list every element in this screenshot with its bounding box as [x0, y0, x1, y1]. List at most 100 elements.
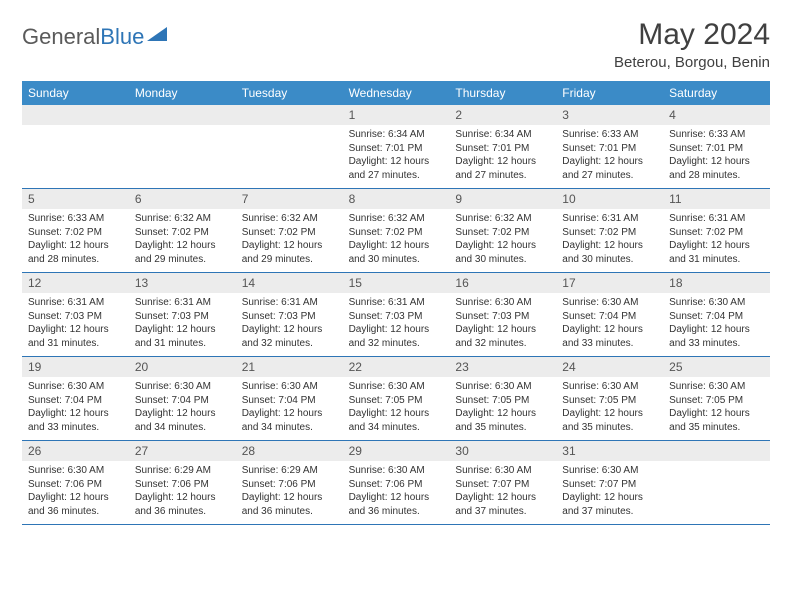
day-cell: 21Sunrise: 6:30 AMSunset: 7:04 PMDayligh…: [236, 357, 343, 440]
day-number: 26: [22, 441, 129, 461]
logo-text-gray: General: [22, 24, 100, 50]
day-cell: [129, 105, 236, 188]
day-body: Sunrise: 6:31 AMSunset: 7:03 PMDaylight:…: [129, 293, 236, 350]
day-number: 12: [22, 273, 129, 293]
day-number: 5: [22, 189, 129, 209]
day-cell: 22Sunrise: 6:30 AMSunset: 7:05 PMDayligh…: [343, 357, 450, 440]
day-body: Sunrise: 6:30 AMSunset: 7:06 PMDaylight:…: [343, 461, 450, 518]
day-cell: 20Sunrise: 6:30 AMSunset: 7:04 PMDayligh…: [129, 357, 236, 440]
day-body: Sunrise: 6:31 AMSunset: 7:02 PMDaylight:…: [663, 209, 770, 266]
day-cell: 12Sunrise: 6:31 AMSunset: 7:03 PMDayligh…: [22, 273, 129, 356]
location: Beterou, Borgou, Benin: [614, 54, 770, 71]
day-number: 14: [236, 273, 343, 293]
day-body: Sunrise: 6:33 AMSunset: 7:01 PMDaylight:…: [556, 125, 663, 182]
day-number: 8: [343, 189, 450, 209]
day-cell: 31Sunrise: 6:30 AMSunset: 7:07 PMDayligh…: [556, 441, 663, 524]
day-number: [22, 105, 129, 125]
day-number: 10: [556, 189, 663, 209]
weekday-label: Saturday: [663, 81, 770, 105]
day-cell: 3Sunrise: 6:33 AMSunset: 7:01 PMDaylight…: [556, 105, 663, 188]
day-number: 6: [129, 189, 236, 209]
day-body: Sunrise: 6:30 AMSunset: 7:04 PMDaylight:…: [129, 377, 236, 434]
day-body: Sunrise: 6:32 AMSunset: 7:02 PMDaylight:…: [129, 209, 236, 266]
day-cell: 2Sunrise: 6:34 AMSunset: 7:01 PMDaylight…: [449, 105, 556, 188]
day-number: 30: [449, 441, 556, 461]
day-body: Sunrise: 6:34 AMSunset: 7:01 PMDaylight:…: [449, 125, 556, 182]
title-block: May 2024 Beterou, Borgou, Benin: [614, 18, 770, 71]
day-body: Sunrise: 6:30 AMSunset: 7:04 PMDaylight:…: [236, 377, 343, 434]
day-body: Sunrise: 6:31 AMSunset: 7:03 PMDaylight:…: [343, 293, 450, 350]
day-cell: 14Sunrise: 6:31 AMSunset: 7:03 PMDayligh…: [236, 273, 343, 356]
day-number: [129, 105, 236, 125]
logo-triangle-icon: [146, 24, 168, 50]
day-cell: [663, 441, 770, 524]
weekday-label: Wednesday: [343, 81, 450, 105]
day-number: 16: [449, 273, 556, 293]
day-body: Sunrise: 6:33 AMSunset: 7:02 PMDaylight:…: [22, 209, 129, 266]
week-row: 19Sunrise: 6:30 AMSunset: 7:04 PMDayligh…: [22, 357, 770, 441]
day-cell: 1Sunrise: 6:34 AMSunset: 7:01 PMDaylight…: [343, 105, 450, 188]
day-number: 17: [556, 273, 663, 293]
weekday-label: Thursday: [449, 81, 556, 105]
day-body: Sunrise: 6:32 AMSunset: 7:02 PMDaylight:…: [236, 209, 343, 266]
calendar-page: GeneralBlue May 2024 Beterou, Borgou, Be…: [0, 0, 792, 535]
day-cell: 15Sunrise: 6:31 AMSunset: 7:03 PMDayligh…: [343, 273, 450, 356]
day-cell: 5Sunrise: 6:33 AMSunset: 7:02 PMDaylight…: [22, 189, 129, 272]
day-number: 19: [22, 357, 129, 377]
day-body: Sunrise: 6:32 AMSunset: 7:02 PMDaylight:…: [343, 209, 450, 266]
day-cell: 26Sunrise: 6:30 AMSunset: 7:06 PMDayligh…: [22, 441, 129, 524]
day-body: Sunrise: 6:29 AMSunset: 7:06 PMDaylight:…: [236, 461, 343, 518]
week-row: 5Sunrise: 6:33 AMSunset: 7:02 PMDaylight…: [22, 189, 770, 273]
header: GeneralBlue May 2024 Beterou, Borgou, Be…: [22, 18, 770, 71]
day-cell: 8Sunrise: 6:32 AMSunset: 7:02 PMDaylight…: [343, 189, 450, 272]
day-body: Sunrise: 6:29 AMSunset: 7:06 PMDaylight:…: [129, 461, 236, 518]
day-cell: 23Sunrise: 6:30 AMSunset: 7:05 PMDayligh…: [449, 357, 556, 440]
day-cell: 4Sunrise: 6:33 AMSunset: 7:01 PMDaylight…: [663, 105, 770, 188]
day-body: Sunrise: 6:31 AMSunset: 7:03 PMDaylight:…: [22, 293, 129, 350]
day-cell: 18Sunrise: 6:30 AMSunset: 7:04 PMDayligh…: [663, 273, 770, 356]
day-body: Sunrise: 6:30 AMSunset: 7:03 PMDaylight:…: [449, 293, 556, 350]
day-cell: [236, 105, 343, 188]
calendar: SundayMondayTuesdayWednesdayThursdayFrid…: [22, 81, 770, 525]
day-body: Sunrise: 6:33 AMSunset: 7:01 PMDaylight:…: [663, 125, 770, 182]
day-body: Sunrise: 6:31 AMSunset: 7:03 PMDaylight:…: [236, 293, 343, 350]
day-body: Sunrise: 6:30 AMSunset: 7:05 PMDaylight:…: [663, 377, 770, 434]
day-cell: 24Sunrise: 6:30 AMSunset: 7:05 PMDayligh…: [556, 357, 663, 440]
day-body: Sunrise: 6:30 AMSunset: 7:06 PMDaylight:…: [22, 461, 129, 518]
day-cell: 13Sunrise: 6:31 AMSunset: 7:03 PMDayligh…: [129, 273, 236, 356]
day-cell: 16Sunrise: 6:30 AMSunset: 7:03 PMDayligh…: [449, 273, 556, 356]
weekday-label: Friday: [556, 81, 663, 105]
week-row: 1Sunrise: 6:34 AMSunset: 7:01 PMDaylight…: [22, 105, 770, 189]
logo-text-blue: Blue: [100, 24, 144, 50]
day-body: Sunrise: 6:34 AMSunset: 7:01 PMDaylight:…: [343, 125, 450, 182]
day-number: 20: [129, 357, 236, 377]
day-cell: 6Sunrise: 6:32 AMSunset: 7:02 PMDaylight…: [129, 189, 236, 272]
day-number: 27: [129, 441, 236, 461]
day-number: 25: [663, 357, 770, 377]
day-number: 1: [343, 105, 450, 125]
day-body: Sunrise: 6:30 AMSunset: 7:07 PMDaylight:…: [449, 461, 556, 518]
day-body: Sunrise: 6:30 AMSunset: 7:04 PMDaylight:…: [22, 377, 129, 434]
day-cell: 30Sunrise: 6:30 AMSunset: 7:07 PMDayligh…: [449, 441, 556, 524]
logo: GeneralBlue: [22, 18, 168, 50]
day-body: Sunrise: 6:30 AMSunset: 7:07 PMDaylight:…: [556, 461, 663, 518]
day-number: 24: [556, 357, 663, 377]
day-cell: 9Sunrise: 6:32 AMSunset: 7:02 PMDaylight…: [449, 189, 556, 272]
day-number: 2: [449, 105, 556, 125]
weekday-label: Sunday: [22, 81, 129, 105]
day-number: [663, 441, 770, 461]
day-number: 7: [236, 189, 343, 209]
weekday-row: SundayMondayTuesdayWednesdayThursdayFrid…: [22, 81, 770, 105]
day-cell: 29Sunrise: 6:30 AMSunset: 7:06 PMDayligh…: [343, 441, 450, 524]
day-body: Sunrise: 6:30 AMSunset: 7:05 PMDaylight:…: [343, 377, 450, 434]
day-cell: 10Sunrise: 6:31 AMSunset: 7:02 PMDayligh…: [556, 189, 663, 272]
day-number: 13: [129, 273, 236, 293]
day-body: Sunrise: 6:30 AMSunset: 7:04 PMDaylight:…: [556, 293, 663, 350]
day-body: Sunrise: 6:32 AMSunset: 7:02 PMDaylight:…: [449, 209, 556, 266]
day-cell: 7Sunrise: 6:32 AMSunset: 7:02 PMDaylight…: [236, 189, 343, 272]
day-number: 31: [556, 441, 663, 461]
day-body: Sunrise: 6:30 AMSunset: 7:04 PMDaylight:…: [663, 293, 770, 350]
day-number: [236, 105, 343, 125]
day-cell: 19Sunrise: 6:30 AMSunset: 7:04 PMDayligh…: [22, 357, 129, 440]
day-cell: 17Sunrise: 6:30 AMSunset: 7:04 PMDayligh…: [556, 273, 663, 356]
